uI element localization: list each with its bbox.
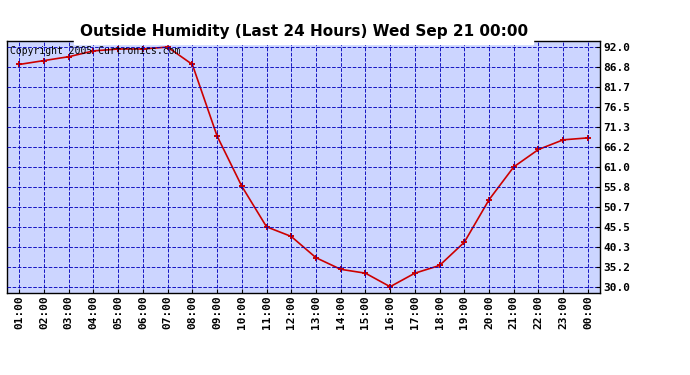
Text: Copyright 2005 Curtronics.com: Copyright 2005 Curtronics.com [10,46,180,56]
Title: Outside Humidity (Last 24 Hours) Wed Sep 21 00:00: Outside Humidity (Last 24 Hours) Wed Sep… [79,24,528,39]
